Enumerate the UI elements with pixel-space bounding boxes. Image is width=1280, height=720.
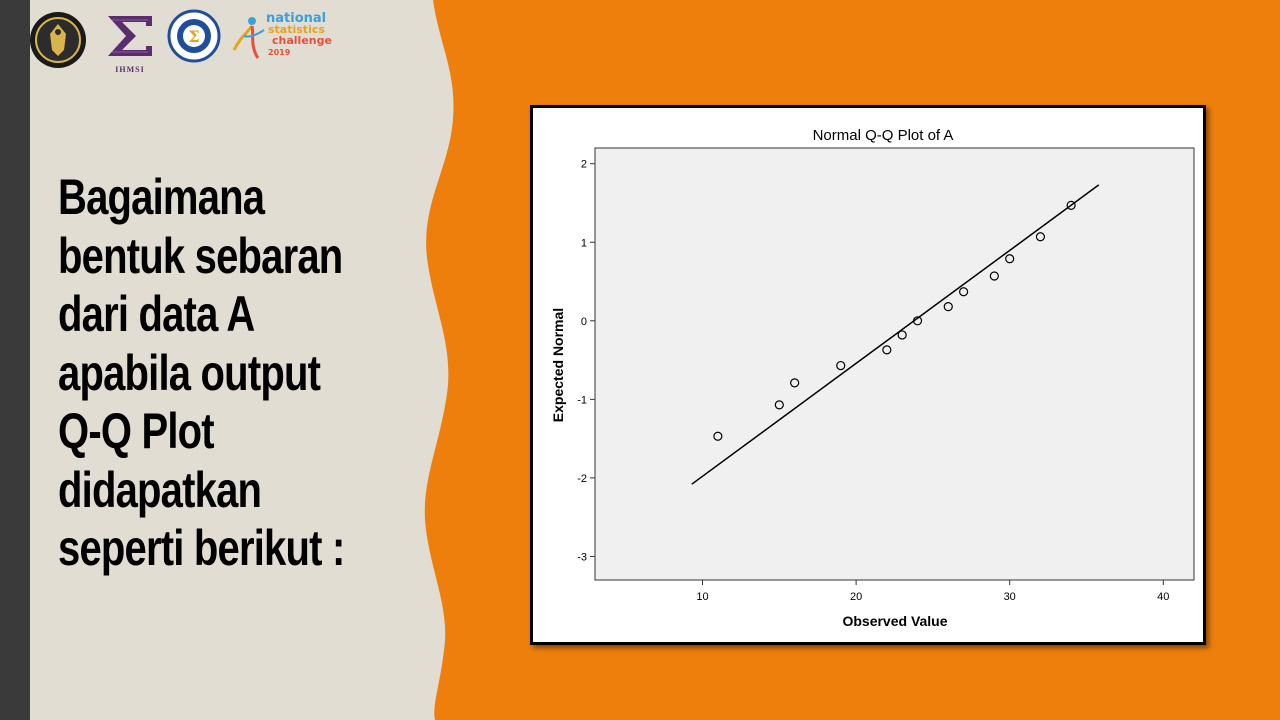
wavy-left-panel (30, 0, 454, 720)
qq-plot-chart: Normal Q-Q Plot of A Observed Value Expe… (550, 127, 1195, 629)
data-point (774, 400, 784, 410)
x-tick-label: 10 (696, 591, 708, 603)
question-line: didapatkan (58, 461, 262, 518)
university-crest-logo (30, 12, 86, 68)
ihmsi-logo: IHMSI (102, 12, 158, 74)
x-tick-label: 40 (1157, 591, 1169, 603)
data-point (897, 330, 907, 340)
plot-area (594, 147, 1195, 581)
reference-line (691, 184, 1100, 485)
question-line: dari data A (58, 286, 255, 342)
question-line: apabila output (58, 344, 321, 401)
data-point (989, 271, 999, 281)
y-tick-label: -3 (577, 551, 587, 563)
nsc-line-challenge: challenge (272, 34, 332, 47)
data-point (1066, 200, 1076, 210)
dark-sidebar-strip (0, 0, 30, 720)
nsc-year: 2019 (268, 48, 291, 57)
national-statistics-challenge-logo: national statistics challenge 2019 (232, 12, 342, 64)
y-tick-label: -1 (577, 394, 587, 406)
nsc-line-national: national (266, 11, 327, 26)
dancer-figure-icon (232, 17, 265, 59)
ihmsi-label: IHMSI (115, 65, 145, 74)
data-point (1035, 232, 1046, 242)
data-point (882, 345, 892, 355)
data-point (943, 302, 953, 312)
question-line: Q-Q Plot (58, 403, 215, 459)
question-text: Bagaimana bentuk sebaran dari data A apa… (58, 168, 354, 578)
y-tick-label: -2 (577, 473, 587, 485)
data-point (912, 316, 923, 326)
question-line: bentuk sebaran (58, 227, 343, 284)
question-line: seperti berikut : (58, 520, 345, 576)
data-point (959, 287, 969, 297)
question-line: Bagaimana (58, 169, 265, 225)
data-point (790, 378, 800, 388)
chart-title: Normal Q-Q Plot of A (813, 127, 954, 144)
x-axis-label: Observed Value (842, 613, 947, 629)
y-tick-label: 0 (581, 316, 587, 328)
x-tick-label: 20 (850, 591, 862, 603)
nsc-line-statistics: statistics (268, 23, 325, 36)
y-tick-label: 1 (581, 237, 587, 249)
y-tick-label: 2 (581, 159, 587, 171)
sigma-icon (108, 16, 152, 56)
x-tick-label: 30 (1004, 591, 1016, 603)
data-point (713, 431, 723, 441)
statistics-association-logo: Σ (167, 9, 221, 63)
data-point (1005, 254, 1015, 264)
qq-plot-frame: Normal Q-Q Plot of A Observed Value Expe… (530, 105, 1206, 645)
y-axis-label: Expected Normal (550, 308, 566, 422)
svg-text:Σ: Σ (188, 27, 199, 46)
data-point (836, 360, 846, 371)
